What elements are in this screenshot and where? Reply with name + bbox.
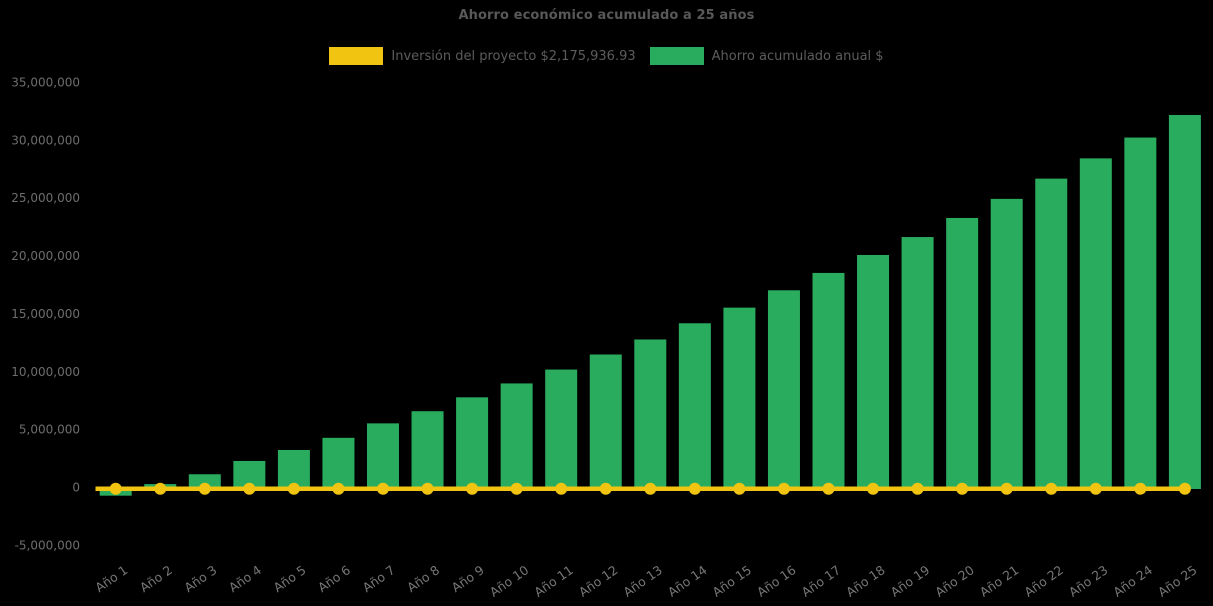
bar-año-10 [500,383,533,489]
bar-año-14 [678,323,711,489]
investment-marker-icon [154,482,167,495]
investment-marker-icon [1000,482,1013,495]
x-tick-label: Año 23 [1066,562,1111,600]
investment-marker-icon [243,482,256,495]
investment-marker-icon [555,482,568,495]
x-tick-label: Año 18 [843,562,888,600]
x-tick-label: Año 19 [888,562,933,600]
bar-año-9 [456,397,489,489]
y-tick-label: 15,000,000 [11,307,80,321]
bar-año-17 [812,272,845,489]
x-tick-label: Año 12 [576,562,621,600]
x-tick-label: Año 17 [799,562,844,600]
bar-año-13 [634,339,667,489]
x-tick-label: Año 16 [754,562,799,600]
y-tick-label: 30,000,000 [11,133,80,147]
bar-año-19 [901,237,934,489]
investment-marker-icon [867,482,880,495]
investment-marker-icon [1089,482,1102,495]
bar-año-12 [589,354,622,489]
x-tick-label: Año 15 [709,562,754,600]
x-tick-label: Año 8 [404,562,442,595]
investment-marker-icon [822,482,835,495]
bar-año-22 [1035,178,1068,489]
x-tick-label: Año 10 [487,562,532,600]
x-tick-label: Año 22 [1021,562,1066,600]
y-tick-label: 25,000,000 [11,191,80,205]
investment-marker-icon [599,482,612,495]
savings-swatch-icon [649,47,704,65]
investment-marker-icon [466,482,479,495]
savings-bars [99,114,1201,496]
x-tick-label: Año 2 [137,562,175,595]
investment-line [95,482,1191,495]
x-tick-label: Año 6 [315,562,353,595]
bar-año-25 [1168,114,1201,489]
x-tick-label: Año 7 [360,562,398,595]
investment-marker-icon [777,482,790,495]
chart-title: Ahorro económico acumulado a 25 años [458,8,755,23]
y-tick-label: 35,000,000 [11,76,80,90]
bar-año-16 [767,290,800,489]
bar-año-5 [277,449,310,489]
legend: Inversión del proyecto $2,175,936.93 Aho… [0,47,1213,65]
y-tick-label: 20,000,000 [11,249,80,263]
x-tick-label: Año 11 [531,562,576,600]
investment-marker-icon [1134,482,1147,495]
investment-swatch-icon [329,47,384,65]
x-tick-label: Año 25 [1155,562,1200,600]
x-tick-label: Año 1 [92,562,130,595]
y-tick-label: 10,000,000 [11,365,80,379]
bar-año-24 [1124,137,1157,490]
y-tick-label: -5,000,000 [15,538,80,552]
legend-label-investment: Inversión del proyecto $2,175,936.93 [391,48,636,64]
investment-marker-icon [956,482,969,495]
investment-marker-icon [332,482,345,495]
investment-marker-icon [733,482,746,495]
bar-año-21 [990,198,1023,489]
x-tick-label: Año 14 [665,562,710,600]
x-tick-label: Año 4 [226,562,264,595]
x-tick-label: Año 5 [270,562,308,595]
x-tick-label: Año 24 [1110,562,1155,600]
y-axis-labels: -5,000,000 0 5,000,000 10,000,000 15,000,000… [11,76,80,553]
bar-año-15 [723,307,756,489]
investment-marker-icon [1045,482,1058,495]
y-tick-label: 5,000,000 [19,423,80,437]
investment-marker-icon [510,482,523,495]
investment-marker-icon [644,482,657,495]
x-tick-label: Año 9 [449,562,487,595]
investment-marker-icon [688,482,701,495]
x-axis-labels: Año 1 Año 2 Año 3 Año 4 Año 5 Año 6 Año 7 Año 8… [92,562,1199,600]
investment-marker-icon [911,482,924,495]
x-tick-label: Año 3 [181,562,219,595]
bar-año-6 [322,437,355,489]
x-tick-label: Año 13 [620,562,665,600]
investment-marker-icon [377,482,389,495]
legend-label-savings: Ahorro acumulado anual $ [711,48,884,64]
x-tick-label: Año 21 [977,562,1022,600]
bar-año-20 [946,217,979,489]
bar-año-18 [857,254,890,489]
y-tick-label: 0 [72,481,80,495]
bar-año-11 [545,369,578,489]
investment-marker-icon [109,482,122,495]
legend-item-savings: Ahorro acumulado anual $ [649,47,884,65]
investment-marker-icon [198,482,211,495]
bar-año-23 [1079,158,1112,489]
bar-año-3 [188,474,221,489]
x-tick-label: Año 20 [932,562,977,600]
bar-año-8 [411,411,444,489]
legend-item-investment: Inversión del proyecto $2,175,936.93 [329,47,636,65]
bar-año-7 [367,423,399,489]
investment-marker-icon [287,482,300,495]
investment-marker-icon [1178,482,1191,495]
investment-marker-icon [421,482,434,495]
